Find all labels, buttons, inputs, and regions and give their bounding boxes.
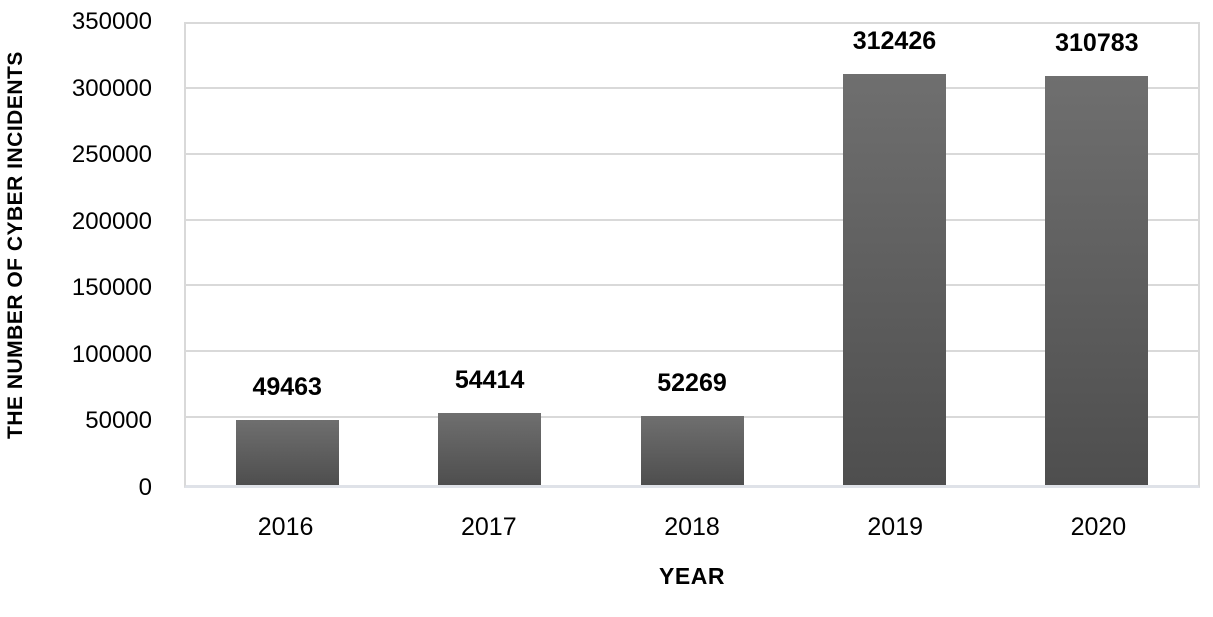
bar-data-label: 312426 [852,26,937,55]
gridline [186,284,1198,287]
bar-cell: 310783 [996,22,1198,485]
bar-2019 [842,73,946,485]
x-tick-label: 2018 [664,513,720,541]
bar-cell: 54414 [388,22,590,485]
y-tick-label: 150000 [71,274,152,302]
x-tick-label: 2017 [460,513,517,541]
y-tick-label: 50000 [85,407,152,435]
bar-cell: 52269 [591,22,793,485]
bar-2018 [640,416,744,485]
bar-data-label: 52269 [657,369,727,398]
y-tick-label: 250000 [71,141,152,169]
bar-data-label: 54414 [454,366,525,395]
plot-area: 49463 54414 52269 312426 310783 [184,22,1200,488]
y-tick-label: 350000 [71,8,152,35]
bar-data-label: 310783 [1055,28,1139,57]
x-axis-tick-labels: 2016 2017 2018 2019 2020 [184,512,1200,542]
y-tick-label: 300000 [71,74,152,102]
gridline [186,86,1198,89]
x-axis-title: YEAR [659,563,725,589]
x-tick-label: 2019 [867,513,924,541]
bar-series: 49463 54414 52269 312426 310783 [186,22,1198,485]
gridline [186,218,1198,221]
y-tick-label: 200000 [71,207,152,235]
bar-2016 [235,419,339,485]
y-axis-tick-labels: 0 50000 100000 150000 200000 250000 300000 3500… [0,8,152,501]
bar-2017 [438,413,542,485]
y-tick-label: 0 [138,474,152,501]
gridline [186,152,1198,155]
gridline [186,350,1198,353]
x-tick-label: 2016 [257,513,314,541]
bar-data-label: 49463 [252,372,322,401]
gridline [186,22,1198,24]
bar-cell: 312426 [793,22,995,485]
x-tick-label: 2020 [1070,513,1127,541]
bar-2020 [1045,75,1149,485]
bar-cell: 49463 [186,22,388,485]
y-tick-label: 100000 [71,340,152,368]
